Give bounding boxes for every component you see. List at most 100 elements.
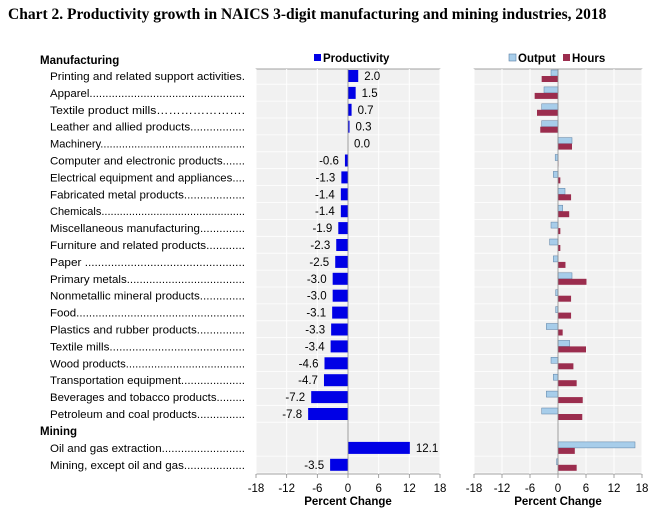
group-header: Manufacturing bbox=[40, 55, 119, 67]
productivity-bar bbox=[340, 205, 348, 218]
hours-bar bbox=[558, 346, 586, 353]
category-label: Textile product mills…………………. bbox=[50, 105, 245, 117]
productivity-bar bbox=[344, 154, 348, 167]
category-label: Plastics and rubber products............… bbox=[50, 325, 245, 337]
productivity-value-label: -1.3 bbox=[316, 172, 336, 184]
productivity-value-label: 0.3 bbox=[356, 122, 372, 134]
x-tick-label: 12 bbox=[403, 483, 416, 495]
x-tick-label: 6 bbox=[375, 483, 381, 495]
productivity-bar bbox=[332, 306, 348, 319]
category-label: Miscellaneous manufacturing.............… bbox=[50, 223, 245, 235]
productivity-bar bbox=[348, 441, 410, 454]
hours-bar bbox=[558, 447, 575, 454]
x-tick-label: 12 bbox=[608, 483, 621, 495]
output-bar bbox=[543, 86, 559, 94]
productivity-value-label: -4.6 bbox=[299, 358, 319, 370]
category-label: Oil and gas extraction..................… bbox=[50, 443, 245, 455]
output-bar bbox=[553, 255, 559, 263]
x-tick-label: -6 bbox=[312, 483, 322, 495]
output-bar bbox=[550, 357, 559, 364]
productivity-value-label: 0.0 bbox=[354, 139, 370, 151]
legend-swatch-hours bbox=[563, 54, 570, 61]
hours-bar bbox=[558, 414, 583, 420]
category-label: Fabricated metal products...............… bbox=[50, 189, 245, 201]
productivity-value-label: -1.9 bbox=[312, 223, 332, 235]
output-bar bbox=[557, 340, 570, 347]
output-hours-x-axis-title: Percent Change bbox=[514, 496, 602, 508]
output-bar bbox=[541, 103, 559, 111]
chart-title: Chart 2. Productivity growth in NAICS 3-… bbox=[8, 6, 607, 23]
legend-label-hours: Hours bbox=[572, 53, 605, 65]
x-tick-label: -6 bbox=[525, 483, 535, 495]
category-label: Leather and allied products.............… bbox=[50, 122, 245, 134]
x-tick-label: 6 bbox=[583, 483, 589, 495]
productivity-value-label: -7.8 bbox=[282, 409, 302, 421]
category-label: Electrical equipment and appliances.... bbox=[50, 172, 245, 184]
x-tick-label: 0 bbox=[555, 483, 561, 495]
category-label: Wood products...........................… bbox=[50, 358, 245, 370]
productivity-value-label: -3.0 bbox=[307, 274, 327, 286]
productivity-value-label: -3.3 bbox=[305, 325, 325, 337]
productivity-value-label: 0.7 bbox=[358, 105, 374, 117]
output-bar bbox=[553, 171, 559, 178]
category-labels: Manufacturing Mining Printing and related … bbox=[40, 55, 245, 472]
output-bar bbox=[541, 120, 559, 127]
productivity-bar bbox=[330, 340, 348, 353]
x-tick-label: -18 bbox=[248, 483, 265, 495]
x-tick-label: 18 bbox=[434, 483, 447, 495]
productivity-bar bbox=[341, 171, 348, 184]
output-hours-bars bbox=[534, 69, 636, 471]
hours-bar bbox=[558, 143, 572, 150]
productivity-bar bbox=[324, 357, 348, 370]
productivity-value-label: -2.5 bbox=[309, 257, 329, 269]
legend-swatch-output bbox=[508, 53, 517, 62]
hours-bar bbox=[558, 363, 574, 370]
productivity-value-label: -3.4 bbox=[305, 341, 325, 353]
productivity-bar bbox=[348, 120, 350, 133]
productivity-bar bbox=[335, 255, 348, 268]
category-label: Nonmetallic mineral products............… bbox=[50, 291, 245, 303]
category-label: Transportation equipment................… bbox=[50, 375, 245, 387]
hours-bar bbox=[558, 194, 572, 201]
productivity-value-label: -1.4 bbox=[315, 189, 335, 201]
hours-bar bbox=[558, 464, 577, 471]
hours-bar bbox=[558, 278, 587, 285]
output-bar bbox=[554, 154, 559, 161]
category-label: Computer and electronic products....... bbox=[50, 156, 245, 168]
output-bar bbox=[550, 221, 559, 229]
hours-bar bbox=[540, 126, 558, 133]
productivity-value-label: -0.6 bbox=[319, 156, 339, 168]
x-tick-label: 0 bbox=[345, 483, 351, 495]
output-bar bbox=[541, 407, 559, 415]
output-bar bbox=[557, 137, 573, 144]
x-tick-label: -12 bbox=[278, 483, 295, 495]
category-label: Textile mills...........................… bbox=[50, 341, 245, 353]
hours-bar bbox=[558, 228, 561, 235]
output-bar bbox=[546, 323, 559, 330]
productivity-value-label: 2.0 bbox=[364, 71, 380, 83]
category-label: Apparel.................................… bbox=[50, 88, 245, 100]
productivity-value-label: -2.3 bbox=[310, 240, 330, 252]
category-label: Machinery...............................… bbox=[50, 139, 245, 151]
productivity-value-label: -3.1 bbox=[306, 308, 326, 320]
productivity-bar bbox=[311, 391, 348, 404]
output-bar bbox=[557, 204, 563, 212]
x-tick-label: -18 bbox=[466, 483, 483, 495]
productivity-bar bbox=[330, 458, 348, 471]
category-label: Chemicals...............................… bbox=[50, 206, 245, 218]
productivity-bar bbox=[338, 222, 348, 235]
category-label: Paper ..................................… bbox=[50, 257, 245, 269]
axis-layer: -18 -12 -6 0 6 12 18 -18 -12 -6 0 6 12 18 bbox=[248, 69, 648, 495]
productivity-bar bbox=[348, 103, 352, 116]
output-bar bbox=[546, 390, 559, 398]
hours-bar bbox=[558, 312, 572, 319]
hours-bar bbox=[558, 211, 570, 218]
productivity-value-label: 12.1 bbox=[416, 443, 438, 455]
productivity-bar bbox=[340, 188, 348, 201]
productivity-value-label: -3.0 bbox=[307, 291, 327, 303]
productivity-value-label: -4.7 bbox=[298, 375, 318, 387]
category-label: Printing and related support activities. bbox=[50, 71, 245, 83]
category-label: Food....................................… bbox=[50, 308, 245, 320]
productivity-value-label: 1.5 bbox=[362, 88, 378, 100]
hours-bar bbox=[558, 177, 561, 184]
